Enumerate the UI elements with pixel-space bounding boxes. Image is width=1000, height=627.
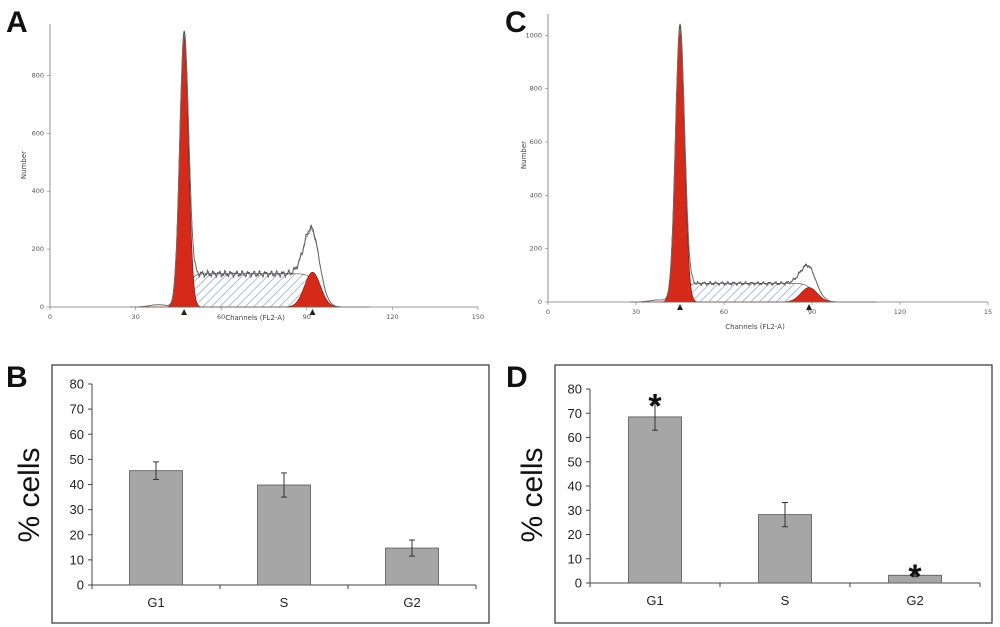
bar-y-tick-label: 60 (70, 427, 84, 442)
hist-x-tick-label: 30 (131, 313, 139, 321)
hist-y-tick-label: 600 (32, 129, 44, 137)
hist-gate-marker (806, 304, 813, 310)
hist-y-tick-label: 200 (530, 245, 542, 253)
bar-y-tick-label: 50 (568, 454, 582, 469)
hist-x-tick-label: 0 (48, 313, 52, 321)
hist-y-tick-label: 0 (40, 303, 44, 311)
bar-y-tick-label: 30 (568, 503, 582, 518)
histogram-a: 0 30 60 90 120 150 0 200 400 600 800 Channels (FL2… (20, 24, 484, 322)
hist-x-tick-label: 150 (472, 313, 484, 321)
bar-y-tick-label: 0 (77, 578, 84, 593)
hist-c-xlabel: Channels (FL2-A) (725, 323, 785, 331)
bar-y-tick-label: 70 (70, 402, 84, 417)
hist-y-tick-label: 0 (538, 298, 542, 306)
hist-x-tick-label: 90 (808, 308, 816, 316)
panel-letter-d: D (506, 361, 528, 394)
hist-y-tick-label: 1000 (525, 31, 542, 39)
hist-y-tick-label: 200 (32, 245, 44, 253)
hist-x-tick-label: 90 (303, 313, 311, 321)
hist-x-tick-label: 0 (546, 308, 550, 316)
hist-gate-marker (309, 309, 316, 315)
bar-y-tick-label: 70 (568, 406, 582, 421)
hist-data-outline (129, 30, 370, 308)
hist-fit-outline (129, 32, 370, 308)
hist-x-tick-label: 60 (720, 308, 728, 316)
bar-y-tick-label: 0 (575, 576, 582, 591)
bar-y-tick-label: 10 (568, 551, 582, 566)
hist-g1-peak (129, 36, 370, 308)
hist-x-tick-label: 60 (217, 313, 225, 321)
bar-y-tick-label: 80 (568, 382, 582, 397)
hist-s-phase-area (129, 273, 370, 308)
bar-x-tick-label: G2 (906, 593, 923, 608)
hist-x-tick-label: 15 (984, 308, 992, 316)
bar-d-frame (554, 364, 993, 624)
bar-g1 (129, 470, 183, 586)
significance-star: * (908, 558, 922, 596)
hist-gate-marker (677, 304, 683, 310)
bar-d-ylabel: % cells (516, 447, 549, 542)
significance-star: * (648, 388, 662, 426)
bar-y-tick-label: 40 (568, 479, 582, 494)
bar-y-tick-label: 50 (70, 452, 84, 467)
panel-letter-c: C (505, 6, 527, 39)
hist-x-tick-label: 120 (894, 308, 906, 316)
bar-y-tick-label: 40 (70, 477, 84, 492)
hist-x-tick-label: 30 (632, 308, 640, 316)
bar-y-tick-label: 30 (70, 502, 84, 517)
hist-data-outline (630, 23, 877, 303)
bar-y-tick-label: 20 (568, 527, 582, 542)
hist-y-tick-label: 400 (32, 187, 44, 195)
panel-letter-b: B (6, 361, 28, 394)
hist-gate-marker (181, 309, 188, 315)
bar-x-tick-label: S (781, 593, 790, 608)
hist-fit-outline (630, 27, 877, 303)
hist-c-ylabel: Number (520, 141, 528, 169)
hist-a-xlabel: Channels (FL2-A) (225, 314, 285, 322)
panel-letter-a: A (6, 6, 28, 39)
bar-y-tick-label: 20 (70, 527, 84, 542)
bar-g1 (628, 416, 682, 584)
bar-x-tick-label: S (280, 595, 289, 610)
bar-x-tick-label: G1 (646, 593, 663, 608)
bar-y-tick-label: 80 (70, 377, 84, 392)
bar-b-ylabel: % cells (13, 447, 46, 542)
hist-g1-peak (630, 27, 877, 303)
hist-y-tick-label: 400 (530, 191, 542, 199)
bar-s (257, 484, 311, 586)
bar-y-tick-label: 60 (568, 430, 582, 445)
hist-a-ylabel: Number (20, 151, 28, 179)
bar-x-tick-label: G1 (147, 595, 164, 610)
hist-y-tick-label: 800 (530, 85, 542, 93)
hist-x-tick-label: 120 (386, 313, 398, 321)
hist-y-tick-label: 800 (32, 71, 44, 79)
hist-y-tick-label: 600 (530, 138, 542, 146)
bar-x-tick-label: G2 (403, 595, 420, 610)
bar-y-tick-label: 10 (70, 552, 84, 567)
bar-chart-b: 0 10 20 30 40 50 60 70 80 G1 S G2 % cells (13, 364, 490, 624)
